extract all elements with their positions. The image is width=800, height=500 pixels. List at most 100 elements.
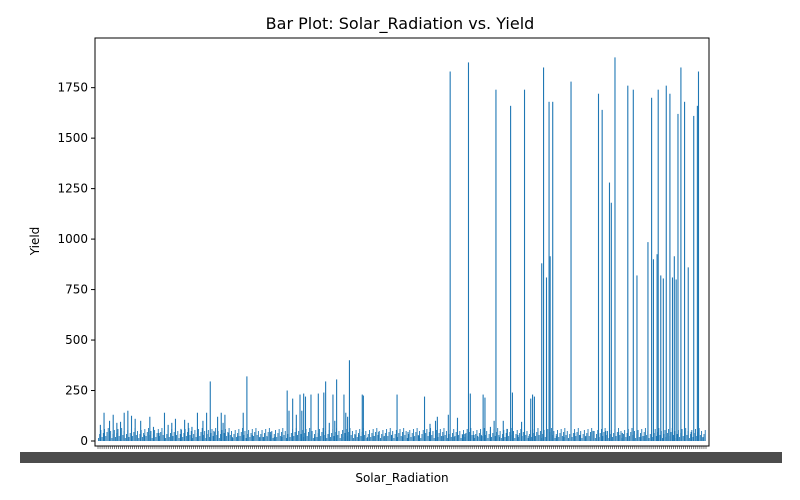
bar-baseline xyxy=(450,437,452,441)
bar-baseline xyxy=(356,437,358,441)
bar-baseline xyxy=(559,433,561,441)
bar-baseline xyxy=(538,435,540,441)
bar xyxy=(303,393,305,441)
bar-baseline xyxy=(339,438,341,441)
bar-baseline xyxy=(438,433,440,441)
bar xyxy=(489,426,491,441)
bar-baseline xyxy=(382,430,384,441)
bar xyxy=(640,436,642,441)
bar-baseline xyxy=(110,431,112,441)
bar-baseline xyxy=(539,431,541,441)
bar-baseline xyxy=(371,433,373,441)
bar xyxy=(477,435,479,441)
bar xyxy=(112,414,114,441)
bar xyxy=(187,422,189,441)
bar xyxy=(292,398,294,441)
bar-baseline xyxy=(615,436,617,441)
bar-baseline xyxy=(421,434,423,441)
bar-baseline xyxy=(594,438,596,441)
bar-baseline xyxy=(342,430,344,441)
bar xyxy=(442,435,444,441)
bar xyxy=(310,394,312,441)
bar xyxy=(456,417,459,441)
bar-baseline xyxy=(577,428,579,441)
bar-baseline xyxy=(286,438,287,441)
bar-baseline xyxy=(216,435,218,441)
bar-baseline xyxy=(211,429,213,441)
bar-baseline xyxy=(311,431,313,441)
bar-baseline xyxy=(395,430,397,441)
bar-baseline xyxy=(649,434,651,441)
bar-baseline xyxy=(536,432,538,441)
bar xyxy=(119,421,122,441)
bar-baseline xyxy=(670,432,672,441)
bar-baseline xyxy=(455,432,457,441)
y-ticks: 0 250 500 750 1000 1250 1500 1750 xyxy=(57,81,95,448)
bar xyxy=(473,434,475,441)
bar-baseline xyxy=(690,434,692,441)
bar-baseline xyxy=(406,438,408,441)
bar-baseline xyxy=(272,438,274,441)
bar-baseline xyxy=(234,430,236,441)
bar-baseline xyxy=(261,430,263,441)
bar-baseline xyxy=(461,434,463,441)
bar-baseline xyxy=(625,437,627,441)
bar-baseline xyxy=(403,428,405,441)
bar-baseline xyxy=(554,438,556,441)
bar xyxy=(213,430,215,441)
bar-baseline xyxy=(340,434,342,441)
bar-baseline xyxy=(459,431,461,441)
bar xyxy=(675,279,677,441)
bar-baseline xyxy=(652,437,654,441)
bar-baseline xyxy=(692,437,694,441)
bar-baseline xyxy=(582,434,584,441)
y-tick-label: 0 xyxy=(80,434,88,448)
bar-baseline xyxy=(586,433,588,441)
bar-baseline xyxy=(133,432,135,441)
bar-baseline xyxy=(469,432,471,441)
bar xyxy=(665,85,667,441)
bar xyxy=(605,430,607,441)
y-axis-label: Yield xyxy=(28,227,42,257)
bar xyxy=(412,436,415,441)
bar-baseline xyxy=(99,434,101,441)
bar xyxy=(314,436,316,441)
bar-baseline xyxy=(557,430,558,441)
bar-baseline xyxy=(445,431,447,441)
bar xyxy=(687,267,689,441)
bar-baseline xyxy=(366,438,368,441)
bar-baseline xyxy=(212,436,214,441)
bar-baseline xyxy=(244,431,246,441)
bar-baseline xyxy=(641,429,643,441)
bar-baseline xyxy=(294,432,296,441)
bar-baseline xyxy=(544,437,546,441)
bar xyxy=(361,394,363,441)
bar xyxy=(570,81,572,442)
bar xyxy=(697,71,700,441)
bar xyxy=(328,422,330,441)
bar-baseline xyxy=(502,434,504,441)
bar-baseline xyxy=(596,434,598,441)
y-tick-label: 1500 xyxy=(57,131,88,145)
bar xyxy=(506,428,508,441)
bar xyxy=(643,435,645,441)
bar-baseline xyxy=(550,428,552,441)
bar-baseline xyxy=(417,435,419,441)
bar-baseline xyxy=(137,431,138,441)
bar-baseline xyxy=(685,428,687,441)
bar-baseline xyxy=(635,438,637,441)
bar xyxy=(299,394,301,441)
bar xyxy=(684,101,686,442)
bar xyxy=(555,435,557,441)
bar-baseline xyxy=(282,428,284,441)
bar xyxy=(469,393,471,441)
bar xyxy=(281,436,283,441)
bar-baseline xyxy=(300,434,302,441)
bar xyxy=(523,89,526,442)
bar xyxy=(671,277,674,441)
bar-baseline xyxy=(579,435,580,441)
bar-baseline xyxy=(673,435,674,441)
bar-baseline xyxy=(492,433,494,441)
bar xyxy=(517,434,519,441)
bar-baseline xyxy=(701,431,703,441)
